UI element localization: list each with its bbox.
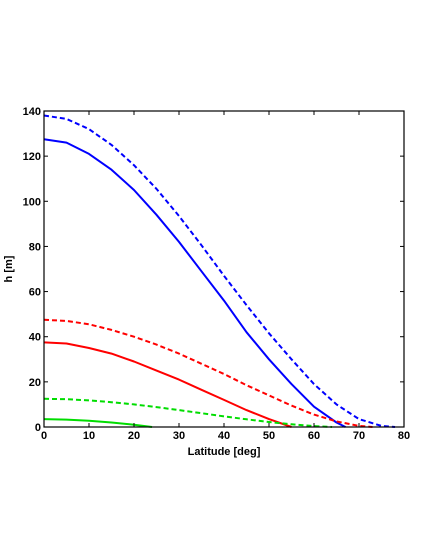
- x-tick-label: 50: [263, 430, 275, 442]
- x-tick-label: 70: [353, 430, 365, 442]
- y-tick-label: 60: [29, 287, 41, 299]
- x-tick-label: 30: [173, 430, 185, 442]
- series-line-1: [43, 138, 346, 428]
- y-tick-label: 40: [29, 332, 41, 344]
- y-tick-label: 100: [23, 196, 41, 208]
- x-tick-label: 20: [128, 430, 140, 442]
- series-line-5: [43, 418, 153, 428]
- x-axis-label: Latitude [deg]: [188, 446, 261, 458]
- y-tick-label: 80: [29, 241, 41, 253]
- y-tick-label: 0: [35, 422, 41, 434]
- tick-layer: 0 10 20 30 40 50 60 70 80 0 20 40 60 80 100 120 140: [23, 106, 410, 442]
- x-tick-label: 40: [218, 430, 230, 442]
- x-tick-label: 0: [41, 430, 47, 442]
- x-tick-label: 80: [398, 430, 410, 442]
- series-layer: [43, 114, 396, 428]
- y-tick-label: 140: [23, 106, 41, 118]
- plot-area: [44, 111, 404, 427]
- plot-frame: [43, 110, 405, 428]
- series-line-2: [43, 114, 396, 428]
- x-tick-label: 10: [83, 430, 95, 442]
- series-line-6: [43, 397, 333, 428]
- y-tick-label: 20: [29, 377, 41, 389]
- series-line-3: [43, 341, 292, 428]
- x-tick-label: 60: [308, 430, 320, 442]
- y-axis-label: h [m]: [3, 255, 15, 282]
- y-tick-label: 120: [23, 151, 41, 163]
- series-line-4: [43, 318, 373, 428]
